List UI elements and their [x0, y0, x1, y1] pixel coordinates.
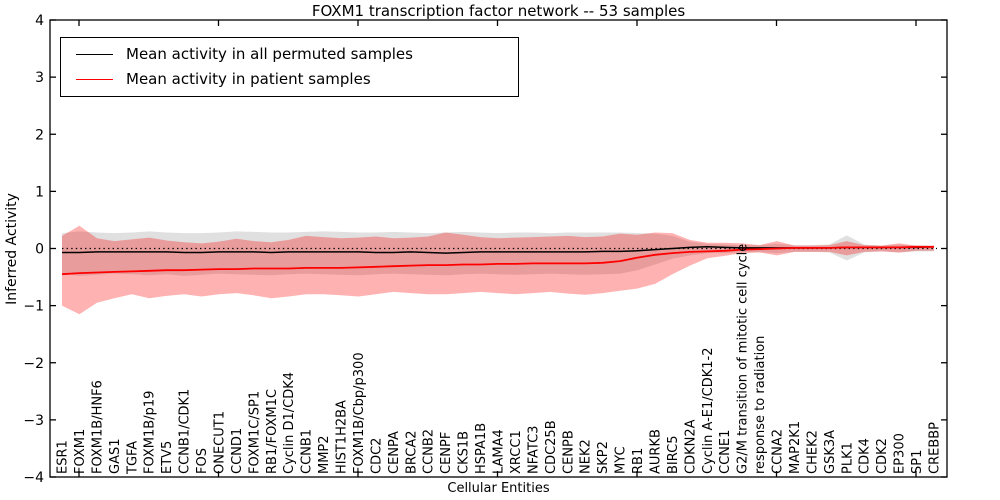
entity-label: CKS1B	[457, 431, 472, 474]
patient-line-sample	[76, 78, 113, 80]
entity-label: CCND1	[230, 428, 245, 474]
legend-item-permuted: Mean activity in all permuted samples	[61, 47, 518, 62]
entity-label: FOS	[195, 448, 210, 474]
permuted-band	[62, 231, 934, 276]
entity-label: AURKB	[649, 429, 664, 474]
entity-label: Cyclin A-E1/CDK1-2	[701, 347, 716, 474]
entity-label: ETV5	[160, 441, 175, 474]
entity-label: CCNA2	[771, 429, 786, 474]
y-tick-label: 2	[35, 127, 44, 143]
entity-label: RB1/FOXM1C	[265, 389, 280, 474]
entity-label: CENPA	[387, 431, 402, 474]
entity-label: CCNE1	[718, 430, 733, 474]
y-tick-label: 1	[35, 184, 44, 200]
legend-label-permuted: Mean activity in all permuted samples	[126, 45, 413, 64]
entity-label: CENPF	[439, 432, 454, 474]
x-axis-label: Cellular Entities	[447, 481, 550, 496]
entity-label: ESR1	[56, 440, 71, 474]
entity-label: CDC25B	[544, 420, 559, 474]
entity-label: GSK3A	[823, 430, 838, 474]
permuted-line-sample	[76, 54, 113, 56]
entity-label: FOXM1B/p19	[143, 391, 158, 474]
y-tick-label: 4	[35, 13, 44, 29]
entity-label: CHEK2	[805, 430, 820, 474]
entity-label: LAMA4	[492, 429, 507, 474]
entity-label: GAS1	[108, 439, 123, 475]
y-tick-label: −2	[23, 356, 44, 372]
entity-label: CCNB2	[422, 429, 437, 474]
entity-label: SP1	[910, 450, 925, 474]
entity-label: ONECUT1	[213, 411, 228, 474]
entity-label: CDKN2A	[683, 419, 698, 474]
y-tick-label: 3	[35, 70, 44, 86]
y-tick-label: −4	[23, 470, 44, 486]
entity-label: G2/M transition of mitotic cell cycle	[736, 244, 751, 474]
entity-label: PLK1	[840, 442, 855, 474]
legend-item-patient: Mean activity in patient samples	[61, 69, 518, 88]
entity-label: XRCC1	[509, 430, 524, 474]
entity-label: NEK2	[579, 439, 594, 474]
entity-label: CDC2	[369, 438, 384, 474]
axis-frame: 4 3 2 1 0 −1 −2 −3 −4	[23, 13, 948, 486]
entity-label: BIRC5	[666, 436, 681, 475]
entity-label: SKP2	[596, 441, 611, 474]
entity-label: CDK4	[858, 438, 873, 474]
legend-label-patient: Mean activity in patient samples	[126, 69, 371, 88]
entity-label: CDK2	[875, 438, 890, 474]
entity-label: CCNB1	[300, 429, 315, 474]
entity-label: NFATC3	[526, 426, 541, 474]
entity-label: MMP2	[317, 435, 332, 474]
y-tick-label: −3	[23, 413, 44, 429]
chart-title: FOXM1 transcription factor network -- 53…	[311, 2, 686, 20]
entity-label: FOXM1C/SP1	[247, 391, 262, 474]
entity-label: EP300	[893, 433, 908, 474]
entity-label: CENPB	[561, 430, 576, 474]
y-axis-label: Inferred Activity	[4, 193, 20, 305]
entity-label: CCNB1/CDK1	[178, 389, 193, 474]
entity-label: response to radiation	[753, 336, 768, 474]
entity-label: FOXM1B/Cbp/p300	[352, 352, 367, 474]
entity-label: MAP2K1	[788, 421, 803, 474]
x-entity-labels: ESR1 FOXM1 FOXM1B/HNF6 GAS1 TGFA FOXM1B/p19 ET…	[56, 244, 943, 475]
entity-label: FOXM1	[73, 429, 88, 474]
entity-label: RB1	[631, 448, 646, 474]
entity-label: HSPA1B	[474, 423, 489, 474]
entity-label: Cyclin D1/CDK4	[282, 372, 297, 474]
entity-label: TGFA	[125, 441, 140, 475]
y-tick-label: 0	[35, 242, 44, 258]
entity-label: CREBBP	[928, 422, 943, 474]
entity-label: BRCA2	[404, 430, 419, 474]
entity-label: HIST1H2BA	[335, 400, 350, 474]
patient-mean-line	[61, 245, 934, 276]
entity-label: MYC	[614, 446, 629, 474]
y-tick-label: −1	[23, 299, 44, 315]
legend: Mean activity in all permuted samples Me…	[60, 37, 519, 97]
entity-label: FOXM1B/HNF6	[90, 380, 105, 474]
